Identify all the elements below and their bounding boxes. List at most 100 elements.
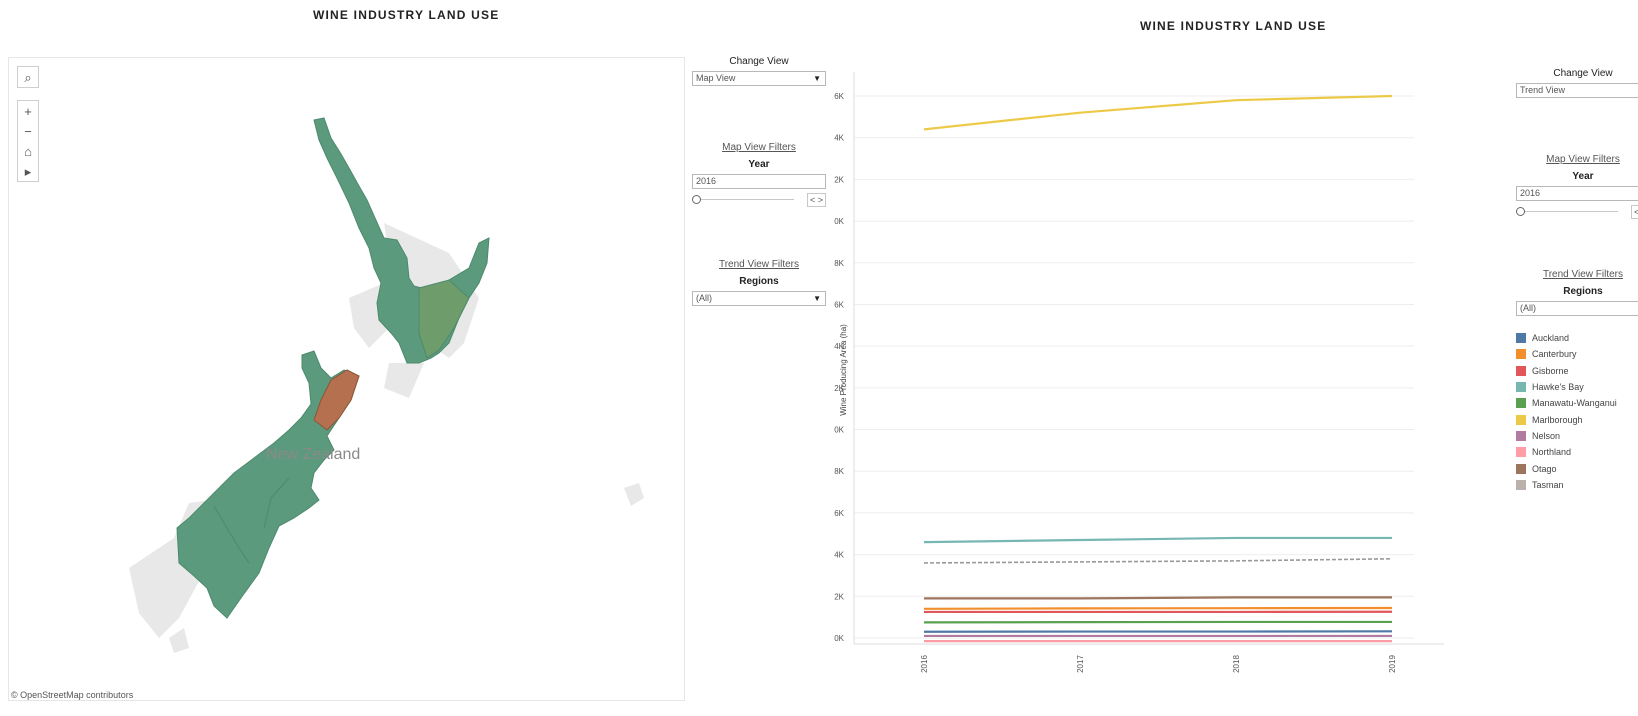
y-axis-label: Wine Producing Area (ha) (839, 324, 848, 416)
year-input[interactable]: 2016 (1516, 186, 1638, 201)
chevron-down-icon[interactable]: ▼ (813, 294, 821, 303)
next-step-icon[interactable]: > (817, 195, 823, 205)
y-tick-label: 0K (834, 634, 844, 643)
y-tick-label: 4K (834, 551, 844, 560)
prev-step-icon[interactable]: < (809, 195, 816, 205)
regions-label: Regions (1563, 286, 1603, 297)
series-line-marlborough[interactable] (923, 94, 1393, 131)
legend-item[interactable]: Canterbury (1516, 346, 1638, 362)
series-line-tasman[interactable] (923, 557, 1393, 564)
regions-value: (All) (1520, 303, 1536, 313)
legend-item[interactable]: Northland (1516, 444, 1638, 460)
legend-item[interactable]: Nelson (1516, 428, 1638, 444)
zoom-out-icon[interactable]: − (24, 123, 32, 139)
change-view-value: Map View (696, 73, 736, 83)
new-zealand-map[interactable] (9, 58, 685, 701)
chevron-down-icon[interactable]: ▼ (813, 74, 821, 83)
slider-track[interactable] (698, 199, 794, 200)
y-tick-label: 26K (834, 92, 845, 101)
x-tick-label: 2019 (1388, 655, 1397, 673)
legend-label: Otago (1532, 463, 1557, 474)
legend-swatch (1516, 349, 1526, 360)
search-icon[interactable]: ⌕ (24, 69, 32, 85)
series-line-otago[interactable] (924, 596, 1392, 600)
y-tick-label: 6K (834, 509, 844, 518)
map-canvas[interactable]: ⌕ + − ⌂ ▸ New Zealand © OpenStreetMap co… (8, 57, 685, 701)
series-line-canterbury[interactable] (923, 606, 1393, 610)
pan-arrow-icon[interactable]: ▸ (24, 163, 32, 179)
zoom-in-icon[interactable]: + (24, 103, 32, 119)
legend-swatch (1516, 382, 1526, 393)
change-view-label: Change View (729, 56, 789, 67)
change-view-dropdown[interactable]: Map View ▼ (692, 71, 826, 86)
change-view-label: Change View (1553, 68, 1613, 79)
slider-handle[interactable] (1516, 207, 1525, 216)
dashboard-title: WINE INDUSTRY LAND USE (1140, 19, 1327, 33)
x-tick-label: 2016 (920, 655, 929, 673)
map-view-filters-link[interactable]: Map View Filters (1546, 154, 1620, 165)
slider-track[interactable] (1522, 211, 1618, 212)
year-slider[interactable]: < > (692, 193, 826, 207)
trend-view-filters-link[interactable]: Trend View Filters (718, 259, 800, 270)
legend-label: Gisborne (1532, 365, 1569, 376)
legend-swatch (1516, 333, 1526, 344)
y-tick-label: 24K (834, 134, 845, 143)
year-label: Year (748, 159, 770, 170)
region-hawkes-bay (418, 279, 470, 359)
legend-item[interactable]: Otago (1516, 460, 1638, 476)
legend-swatch (1516, 430, 1526, 441)
legend-label: Canterbury (1532, 349, 1577, 360)
trend-view-dashboard: 0K 2K 4K 6K 8K 10K 12K 14K 16K 18K 20K 22K 24K 26K 20… (834, 0, 1638, 716)
legend-label: Marlborough (1532, 414, 1583, 425)
y-tick-label: 18K (834, 259, 845, 268)
dashboard-title: WINE INDUSTRY LAND USE (313, 8, 500, 22)
map-view-filters-link[interactable]: Map View Filters (722, 142, 796, 153)
x-tick-label: 2018 (1232, 655, 1241, 673)
map-attribution: © OpenStreetMap contributors (11, 690, 134, 700)
country-label: New Zealand (266, 446, 361, 463)
legend-swatch (1516, 414, 1526, 425)
home-icon[interactable]: ⌂ (24, 143, 32, 159)
legend-label: Hawke's Bay (1532, 382, 1584, 393)
legend-swatch (1516, 447, 1526, 458)
legend-label: Northland (1532, 447, 1572, 458)
legend-item[interactable]: Manawatu-Wanganui (1516, 395, 1638, 411)
region-otago-border (213, 477, 290, 564)
trend-view-filters-link[interactable]: Trend View Filters (1542, 269, 1624, 280)
legend-item[interactable]: Hawke's Bay (1516, 379, 1638, 395)
y-tick-label: 14K (834, 342, 845, 351)
change-view-value: Trend View (1520, 85, 1566, 95)
slider-handle[interactable] (692, 195, 701, 204)
year-label: Year (1572, 171, 1594, 182)
legend-swatch (1516, 365, 1526, 376)
legend-item[interactable]: Tasman (1516, 477, 1638, 493)
y-tick-label: 8K (834, 467, 844, 476)
legend-item[interactable]: Marlborough (1516, 411, 1638, 427)
slider-step-buttons[interactable]: < > (1630, 205, 1638, 219)
map-zoom-controls: + − ⌂ ▸ (17, 100, 39, 182)
legend-item[interactable]: Gisborne (1516, 363, 1638, 379)
y-tick-label: 2K (834, 592, 844, 601)
regions-dropdown[interactable]: (All) ▼ (692, 291, 826, 306)
year-slider[interactable]: < > (1516, 205, 1638, 219)
legend: Auckland Canterbury Gisborne Hawke's Bay Man… (1516, 330, 1638, 493)
legend-label: Nelson (1532, 430, 1561, 441)
year-input[interactable]: 2016 (692, 174, 826, 189)
y-tick-label: 22K (834, 175, 845, 184)
legend-label: Manawatu-Wanganui (1532, 398, 1617, 409)
legend-label: Auckland (1532, 333, 1570, 344)
legend-label: Tasman (1532, 479, 1564, 490)
regions-value: (All) (696, 293, 712, 303)
legend-swatch (1516, 398, 1526, 409)
y-tick-label: 16K (834, 300, 845, 309)
slider-step-buttons[interactable]: < > (806, 193, 826, 207)
x-tick-label: 2017 (1076, 655, 1085, 673)
regions-dropdown[interactable]: (All) ▼ (1516, 301, 1638, 316)
change-view-dropdown[interactable]: Trend View ▼ (1516, 83, 1638, 98)
y-tick-label: 10K (834, 426, 845, 435)
y-tick-label: 12K (834, 384, 845, 393)
legend-item[interactable]: Auckland (1516, 330, 1638, 346)
prev-step-icon[interactable]: < (1633, 207, 1638, 217)
map-search-button[interactable]: ⌕ (17, 66, 39, 88)
series-line-hawke-s-bay[interactable] (923, 536, 1392, 544)
